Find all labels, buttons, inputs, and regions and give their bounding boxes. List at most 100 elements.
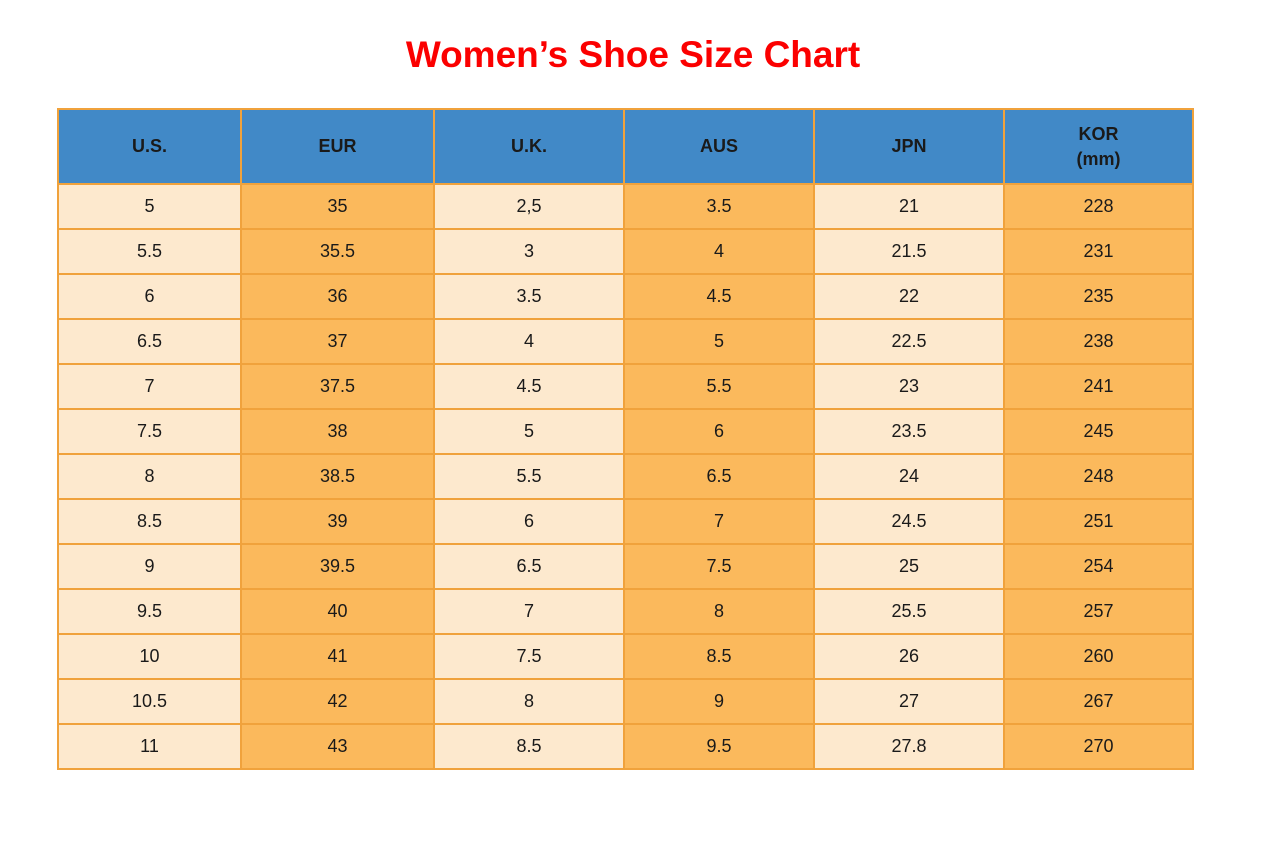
table-cell: 6 [57, 273, 242, 320]
table-cell: 24.5 [813, 498, 1005, 545]
table-cell: 9 [623, 678, 815, 725]
table-cell: 25 [813, 543, 1005, 590]
table-cell: 9.5 [57, 588, 242, 635]
table-cell: 43 [240, 723, 435, 770]
table-cell: 241 [1003, 363, 1194, 410]
table-cell: 5 [623, 318, 815, 365]
column-header-us: U.S. [57, 108, 242, 185]
table-cell: 3.5 [433, 273, 625, 320]
column-header-kor-line1: KOR [1078, 124, 1119, 145]
table-cell: 7 [57, 363, 242, 410]
table-cell: 8.5 [623, 633, 815, 680]
table-row: 9 39.5 6.5 7.5 25 254 [57, 543, 1194, 590]
table-cell: 4.5 [623, 273, 815, 320]
table-cell: 267 [1003, 678, 1194, 725]
table-cell: 6.5 [57, 318, 242, 365]
table-cell: 6 [433, 498, 625, 545]
table-cell: 7 [623, 498, 815, 545]
table-row: 9.5 40 7 8 25.5 257 [57, 588, 1194, 635]
table-cell: 22 [813, 273, 1005, 320]
table-cell: 21 [813, 183, 1005, 230]
table-cell: 4 [433, 318, 625, 365]
table-cell: 23 [813, 363, 1005, 410]
table-cell: 6.5 [433, 543, 625, 590]
table-cell: 23.5 [813, 408, 1005, 455]
column-header-kor: KOR (mm) [1003, 108, 1194, 185]
page-title: Women’s Shoe Size Chart [405, 34, 861, 75]
table-cell: 38.5 [240, 453, 435, 500]
table-cell: 11 [57, 723, 242, 770]
table-cell: 10.5 [57, 678, 242, 725]
table-cell: 248 [1003, 453, 1194, 500]
table-row: 8 38.5 5.5 6.5 24 248 [57, 453, 1194, 500]
table-cell: 228 [1003, 183, 1194, 230]
table-cell: 6 [623, 408, 815, 455]
table-cell: 8.5 [433, 723, 625, 770]
table-cell: 5.5 [623, 363, 815, 410]
table-cell: 27.8 [813, 723, 1005, 770]
table-cell: 40 [240, 588, 435, 635]
table-cell: 8 [623, 588, 815, 635]
header-row: U.S. EUR U.K. AUS JPN KOR (mm) [57, 108, 1194, 185]
table-row: 5 35 2,5 3.5 21 228 [57, 183, 1194, 230]
table-cell: 41 [240, 633, 435, 680]
table-cell: 35 [240, 183, 435, 230]
table-row: 7 37.5 4.5 5.5 23 241 [57, 363, 1194, 410]
table-cell: 270 [1003, 723, 1194, 770]
table-cell: 257 [1003, 588, 1194, 635]
shoe-size-table: U.S. EUR U.K. AUS JPN KOR (mm) 5 35 2,5 … [57, 108, 1194, 770]
table-row: 6 36 3.5 4.5 22 235 [57, 273, 1194, 320]
table-cell: 36 [240, 273, 435, 320]
table-cell: 235 [1003, 273, 1194, 320]
table-cell: 5 [57, 183, 242, 230]
table-cell: 7.5 [57, 408, 242, 455]
table-cell: 26 [813, 633, 1005, 680]
table-cell: 2,5 [433, 183, 625, 230]
table-cell: 4 [623, 228, 815, 275]
table-cell: 251 [1003, 498, 1194, 545]
table-row: 5.5 35.5 3 4 21.5 231 [57, 228, 1194, 275]
table-cell: 4.5 [433, 363, 625, 410]
table-row: 6.5 37 4 5 22.5 238 [57, 318, 1194, 365]
table-cell: 3 [433, 228, 625, 275]
table-cell: 5.5 [57, 228, 242, 275]
table-cell: 42 [240, 678, 435, 725]
table-cell: 7 [433, 588, 625, 635]
column-header-jpn: JPN [813, 108, 1005, 185]
table-cell: 7.5 [433, 633, 625, 680]
column-header-aus: AUS [623, 108, 815, 185]
table-cell: 39.5 [240, 543, 435, 590]
table-cell: 38 [240, 408, 435, 455]
table-cell: 5 [433, 408, 625, 455]
table-row: 10.5 42 8 9 27 267 [57, 678, 1194, 725]
table-cell: 6.5 [623, 453, 815, 500]
column-header-kor-line2: (mm) [1076, 148, 1121, 169]
table-cell: 245 [1003, 408, 1194, 455]
column-header-uk: U.K. [433, 108, 625, 185]
table-cell: 260 [1003, 633, 1194, 680]
table-cell: 39 [240, 498, 435, 545]
table-cell: 24 [813, 453, 1005, 500]
table-cell: 37.5 [240, 363, 435, 410]
table-cell: 254 [1003, 543, 1194, 590]
column-header-eur: EUR [240, 108, 435, 185]
table-cell: 3.5 [623, 183, 815, 230]
table-row: 8.5 39 6 7 24.5 251 [57, 498, 1194, 545]
table-row: 7.5 38 5 6 23.5 245 [57, 408, 1194, 455]
table-cell: 22.5 [813, 318, 1005, 365]
table-cell: 10 [57, 633, 242, 680]
table-cell: 37 [240, 318, 435, 365]
table-cell: 8 [433, 678, 625, 725]
table-cell: 9 [57, 543, 242, 590]
table-cell: 25.5 [813, 588, 1005, 635]
table-cell: 5.5 [433, 453, 625, 500]
table-cell: 9.5 [623, 723, 815, 770]
table-cell: 27 [813, 678, 1005, 725]
table-cell: 238 [1003, 318, 1194, 365]
table-cell: 7.5 [623, 543, 815, 590]
table-cell: 21.5 [813, 228, 1005, 275]
table-cell: 35.5 [240, 228, 435, 275]
table-row: 11 43 8.5 9.5 27.8 270 [57, 723, 1194, 770]
table-row: 10 41 7.5 8.5 26 260 [57, 633, 1194, 680]
